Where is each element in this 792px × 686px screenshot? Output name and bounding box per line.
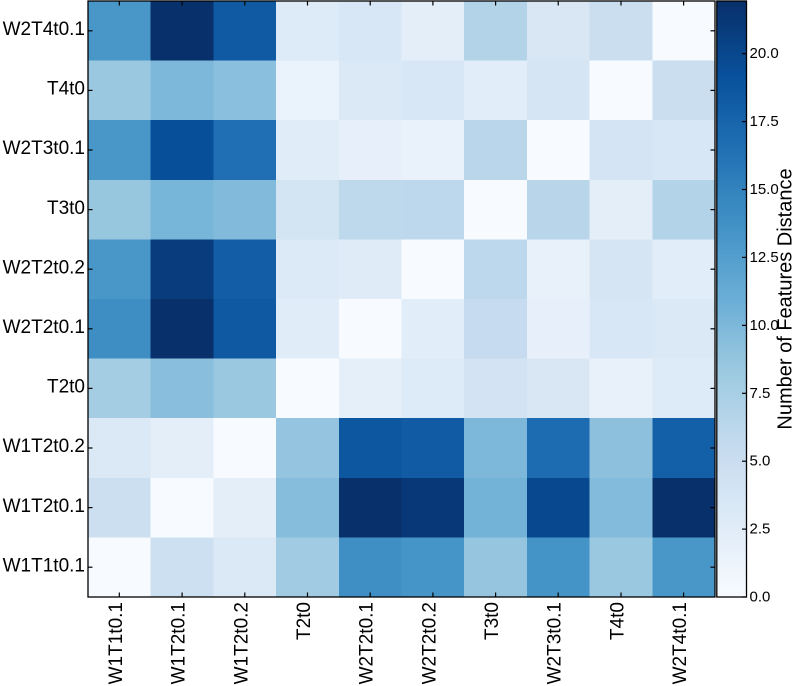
svg-text:W2T2t0.2: W2T2t0.2: [3, 257, 85, 278]
svg-text:W1T1t0.1: W1T1t0.1: [106, 602, 127, 684]
svg-text:T3t0: T3t0: [482, 602, 503, 640]
svg-text:T2t0: T2t0: [294, 602, 315, 640]
svg-text:W2T2t0.2: W2T2t0.2: [419, 602, 440, 684]
svg-text:W2T3t0.1: W2T3t0.1: [3, 138, 85, 159]
svg-text:7.5: 7.5: [750, 385, 771, 402]
svg-text:W2T4t0.1: W2T4t0.1: [670, 602, 691, 684]
svg-text:12.5: 12.5: [750, 249, 779, 266]
svg-text:W1T2t0.2: W1T2t0.2: [3, 436, 85, 457]
svg-text:W2T2t0.1: W2T2t0.1: [3, 317, 85, 338]
svg-text:T4t0: T4t0: [47, 79, 85, 100]
svg-text:W1T1t0.1: W1T1t0.1: [3, 555, 85, 576]
svg-text:T3t0: T3t0: [47, 198, 85, 219]
svg-text:T2t0: T2t0: [47, 377, 85, 398]
svg-text:20.0: 20.0: [750, 45, 779, 62]
svg-text:2.5: 2.5: [750, 521, 771, 538]
svg-text:0.0: 0.0: [750, 589, 771, 606]
svg-text:W2T4t0.1: W2T4t0.1: [3, 19, 85, 40]
svg-text:W1T2t0.1: W1T2t0.1: [3, 496, 85, 517]
svg-text:W1T2t0.1: W1T2t0.1: [169, 602, 190, 684]
svg-text:W1T2t0.2: W1T2t0.2: [231, 602, 252, 684]
svg-text:Number of Features Distance: Number of Features Distance: [775, 168, 792, 429]
svg-text:T4t0: T4t0: [608, 602, 629, 640]
svg-text:W2T3t0.1: W2T3t0.1: [545, 602, 566, 684]
svg-text:17.5: 17.5: [750, 113, 779, 130]
svg-text:10.0: 10.0: [750, 317, 779, 334]
svg-text:15.0: 15.0: [750, 181, 779, 198]
svg-text:5.0: 5.0: [750, 453, 771, 470]
svg-text:W2T2t0.1: W2T2t0.1: [357, 602, 378, 684]
